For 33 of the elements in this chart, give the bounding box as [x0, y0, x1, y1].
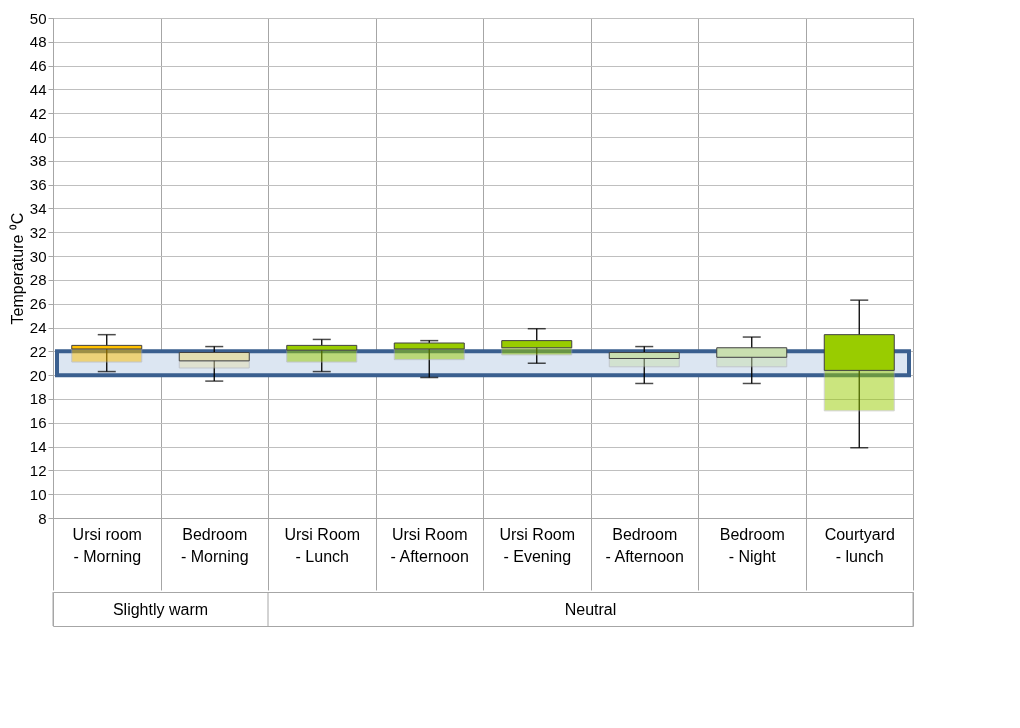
- x-tick-label: Ursi Room - Lunch: [284, 525, 361, 565]
- x-tick-label: Courtyard - lunch: [824, 525, 895, 565]
- y-tick-label: 48: [29, 33, 47, 51]
- y-tick-label: 28: [29, 271, 47, 289]
- text: Neutral: [564, 601, 617, 618]
- y-tick-label: 40: [29, 128, 47, 146]
- x-tick-label: Bedroom - Afternoon: [605, 525, 684, 565]
- y-tick-label: 46: [29, 57, 47, 75]
- y-tick-label: 50: [29, 9, 47, 27]
- x-tick-label: Bedroom - Morning: [180, 525, 249, 565]
- y-tick-label: 24: [29, 319, 47, 337]
- y-tick-label: 30: [29, 247, 47, 265]
- y-axis-title: Temperature ⁰C: [8, 212, 26, 325]
- y-tick-label: 18: [29, 390, 47, 408]
- y-tick-label: 32: [29, 223, 47, 241]
- y-tick-label: 42: [29, 104, 47, 122]
- y-tick-label: 14: [29, 438, 47, 456]
- x-tick-label: Ursi room - Morning: [72, 525, 142, 565]
- y-tick-label: 8: [38, 509, 47, 527]
- x-tick-label: Ursi Room - Evening: [499, 525, 576, 565]
- x-tick-label: Bedroom - Night: [719, 525, 785, 565]
- y-tick-label: 26: [29, 295, 47, 313]
- y-tick-label: 10: [29, 485, 47, 503]
- y-tick-label: 38: [29, 152, 47, 170]
- y-tick-label: 20: [29, 366, 47, 384]
- text: Slightly warm: [112, 601, 209, 618]
- x-tick-label: Ursi Room - Afternoon: [390, 525, 469, 565]
- y-tick-label: 16: [29, 414, 47, 432]
- y-tick-label: 34: [29, 199, 47, 217]
- y-tick-label: 36: [29, 176, 47, 194]
- y-tick-label: 22: [29, 342, 47, 360]
- y-tick-label: 12: [29, 461, 47, 479]
- y-tick-label: 44: [29, 80, 47, 98]
